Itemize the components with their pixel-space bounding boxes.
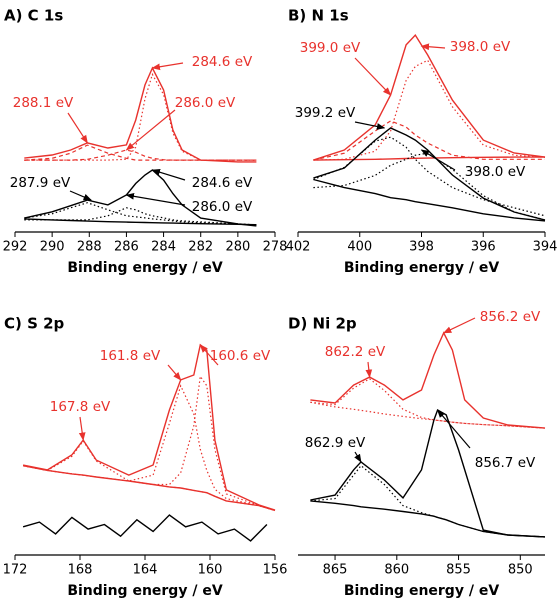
spectrum-line bbox=[22, 343, 276, 511]
x-tick-label: 850 bbox=[508, 563, 533, 578]
annotation-arrow bbox=[365, 361, 373, 378]
annotation-label: 284.6 eV bbox=[192, 175, 253, 191]
x-tick-label: 402 bbox=[286, 240, 311, 255]
annotation-label: 160.6 eV bbox=[210, 348, 271, 364]
annotation-arrow bbox=[151, 62, 184, 71]
annotation-label: 288.1 eV bbox=[13, 95, 74, 111]
annotation-label: 862.9 eV bbox=[305, 435, 366, 451]
spectrum-line bbox=[313, 59, 546, 161]
annotation-label: 167.8 eV bbox=[50, 399, 111, 415]
x-tick-label: 865 bbox=[323, 563, 348, 578]
x-tick-label: 396 bbox=[471, 240, 496, 255]
spectrum-line bbox=[310, 331, 546, 429]
x-tick-label: 290 bbox=[40, 240, 65, 255]
spectrum-line bbox=[313, 156, 545, 161]
annotation-arrow bbox=[199, 344, 219, 366]
spectrum-line bbox=[310, 500, 546, 538]
x-tick-label: 282 bbox=[188, 240, 213, 255]
x-tick-label: 860 bbox=[384, 563, 409, 578]
x-axis-label: Binding energy / eV bbox=[344, 583, 499, 599]
annotation-arrow bbox=[420, 149, 456, 171]
annotation-arrow bbox=[354, 57, 392, 96]
x-tick-label: 398 bbox=[409, 240, 434, 255]
x-axis-label: Binding energy / eV bbox=[67, 260, 222, 276]
annotation-label: 399.0 eV bbox=[300, 40, 361, 56]
spectrum-line bbox=[313, 136, 546, 217]
spectrum-line bbox=[313, 178, 546, 222]
annotation-label: 287.9 eV bbox=[10, 175, 71, 191]
x-tick-label: 394 bbox=[533, 240, 558, 255]
spectrum-line bbox=[22, 374, 276, 511]
spectrum-line bbox=[22, 514, 268, 542]
annotation-arrow bbox=[125, 192, 186, 206]
x-tick-label: 164 bbox=[133, 563, 158, 578]
annotation-label: 286.0 eV bbox=[175, 95, 236, 111]
spectrum-line bbox=[310, 408, 546, 538]
spectrum-line bbox=[24, 218, 257, 226]
panel-title: C) S 2p bbox=[4, 315, 65, 333]
spectrum-line bbox=[22, 465, 276, 512]
annotation-arrow bbox=[78, 416, 86, 441]
x-tick-label: 168 bbox=[68, 563, 93, 578]
annotation-arrow bbox=[69, 190, 92, 201]
annotation-label: 856.7 eV bbox=[475, 455, 536, 471]
annotation-label: 286.0 eV bbox=[192, 199, 253, 215]
spectrum-line bbox=[24, 202, 257, 226]
x-axis-label: Binding energy / eV bbox=[344, 260, 499, 276]
annotation-label: 398.0 eV bbox=[450, 39, 511, 55]
x-tick-label: 400 bbox=[347, 240, 372, 255]
spectrum-line bbox=[310, 401, 546, 429]
x-tick-label: 288 bbox=[77, 240, 102, 255]
x-tick-label: 160 bbox=[198, 563, 223, 578]
annotation-label: 161.8 eV bbox=[100, 348, 161, 364]
x-tick-label: 278 bbox=[263, 240, 288, 255]
annotation-arrow bbox=[420, 43, 446, 51]
annotation-arrow bbox=[354, 121, 386, 130]
annotation-label: 862.2 eV bbox=[325, 344, 386, 360]
annotation-label: 284.6 eV bbox=[192, 54, 253, 70]
panel-title: D) Ni 2p bbox=[288, 315, 357, 333]
annotation-label: 399.2 eV bbox=[295, 105, 356, 121]
annotation-arrow bbox=[167, 364, 182, 381]
annotation-arrow bbox=[125, 109, 176, 151]
spectrum-line bbox=[313, 120, 545, 161]
spectrum-line bbox=[24, 149, 257, 161]
x-tick-label: 156 bbox=[263, 563, 288, 578]
spectrum-line bbox=[313, 152, 546, 221]
panel-title: B) N 1s bbox=[288, 7, 349, 25]
x-axis-label: Binding energy / eV bbox=[67, 583, 222, 599]
x-tick-label: 855 bbox=[446, 563, 471, 578]
x-tick-label: 172 bbox=[3, 563, 28, 578]
annotation-arrow bbox=[437, 409, 471, 449]
x-tick-label: 280 bbox=[225, 240, 250, 255]
spectrum-line bbox=[22, 439, 276, 511]
annotation-label: 398.0 eV bbox=[465, 164, 526, 180]
spectrum-line bbox=[24, 72, 257, 161]
x-tick-label: 284 bbox=[151, 240, 176, 255]
x-tick-label: 292 bbox=[3, 240, 28, 255]
spectrum-line bbox=[310, 378, 546, 429]
annotation-arrow bbox=[354, 451, 362, 463]
annotation-arrow bbox=[67, 112, 88, 144]
spectrum-line bbox=[313, 33, 546, 161]
x-tick-label: 286 bbox=[114, 240, 139, 255]
spectrum-line bbox=[24, 169, 257, 227]
spectrum-line bbox=[24, 66, 257, 163]
panel-title: A) C 1s bbox=[4, 7, 63, 25]
spectrum-line bbox=[24, 144, 257, 161]
annotation-label: 856.2 eV bbox=[480, 309, 541, 325]
annotation-arrow bbox=[151, 168, 186, 181]
annotation-arrow bbox=[442, 317, 476, 334]
spectrum-line bbox=[310, 464, 546, 538]
